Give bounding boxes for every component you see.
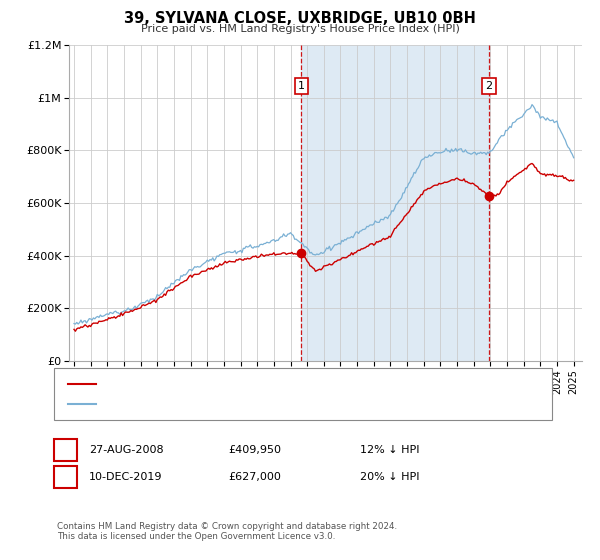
Text: 1: 1 [298, 81, 305, 91]
Text: 10-DEC-2019: 10-DEC-2019 [89, 472, 162, 482]
Text: 2: 2 [62, 472, 69, 482]
Text: £627,000: £627,000 [228, 472, 281, 482]
Text: 2: 2 [485, 81, 493, 91]
Text: 1: 1 [62, 445, 69, 455]
Text: 39, SYLVANA CLOSE, UXBRIDGE, UB10 0BH: 39, SYLVANA CLOSE, UXBRIDGE, UB10 0BH [124, 11, 476, 26]
Text: 20% ↓ HPI: 20% ↓ HPI [360, 472, 419, 482]
Text: 12% ↓ HPI: 12% ↓ HPI [360, 445, 419, 455]
Text: £409,950: £409,950 [228, 445, 281, 455]
Text: Price paid vs. HM Land Registry's House Price Index (HPI): Price paid vs. HM Land Registry's House … [140, 24, 460, 34]
Text: 39, SYLVANA CLOSE, UXBRIDGE, UB10 0BH (detached house): 39, SYLVANA CLOSE, UXBRIDGE, UB10 0BH (d… [102, 379, 420, 389]
Text: Contains HM Land Registry data © Crown copyright and database right 2024.
This d: Contains HM Land Registry data © Crown c… [57, 522, 397, 542]
Bar [301, 45, 489, 361]
Text: HPI: Average price, detached house, Hillingdon: HPI: Average price, detached house, Hill… [102, 399, 347, 409]
Text: 27-AUG-2008: 27-AUG-2008 [89, 445, 163, 455]
